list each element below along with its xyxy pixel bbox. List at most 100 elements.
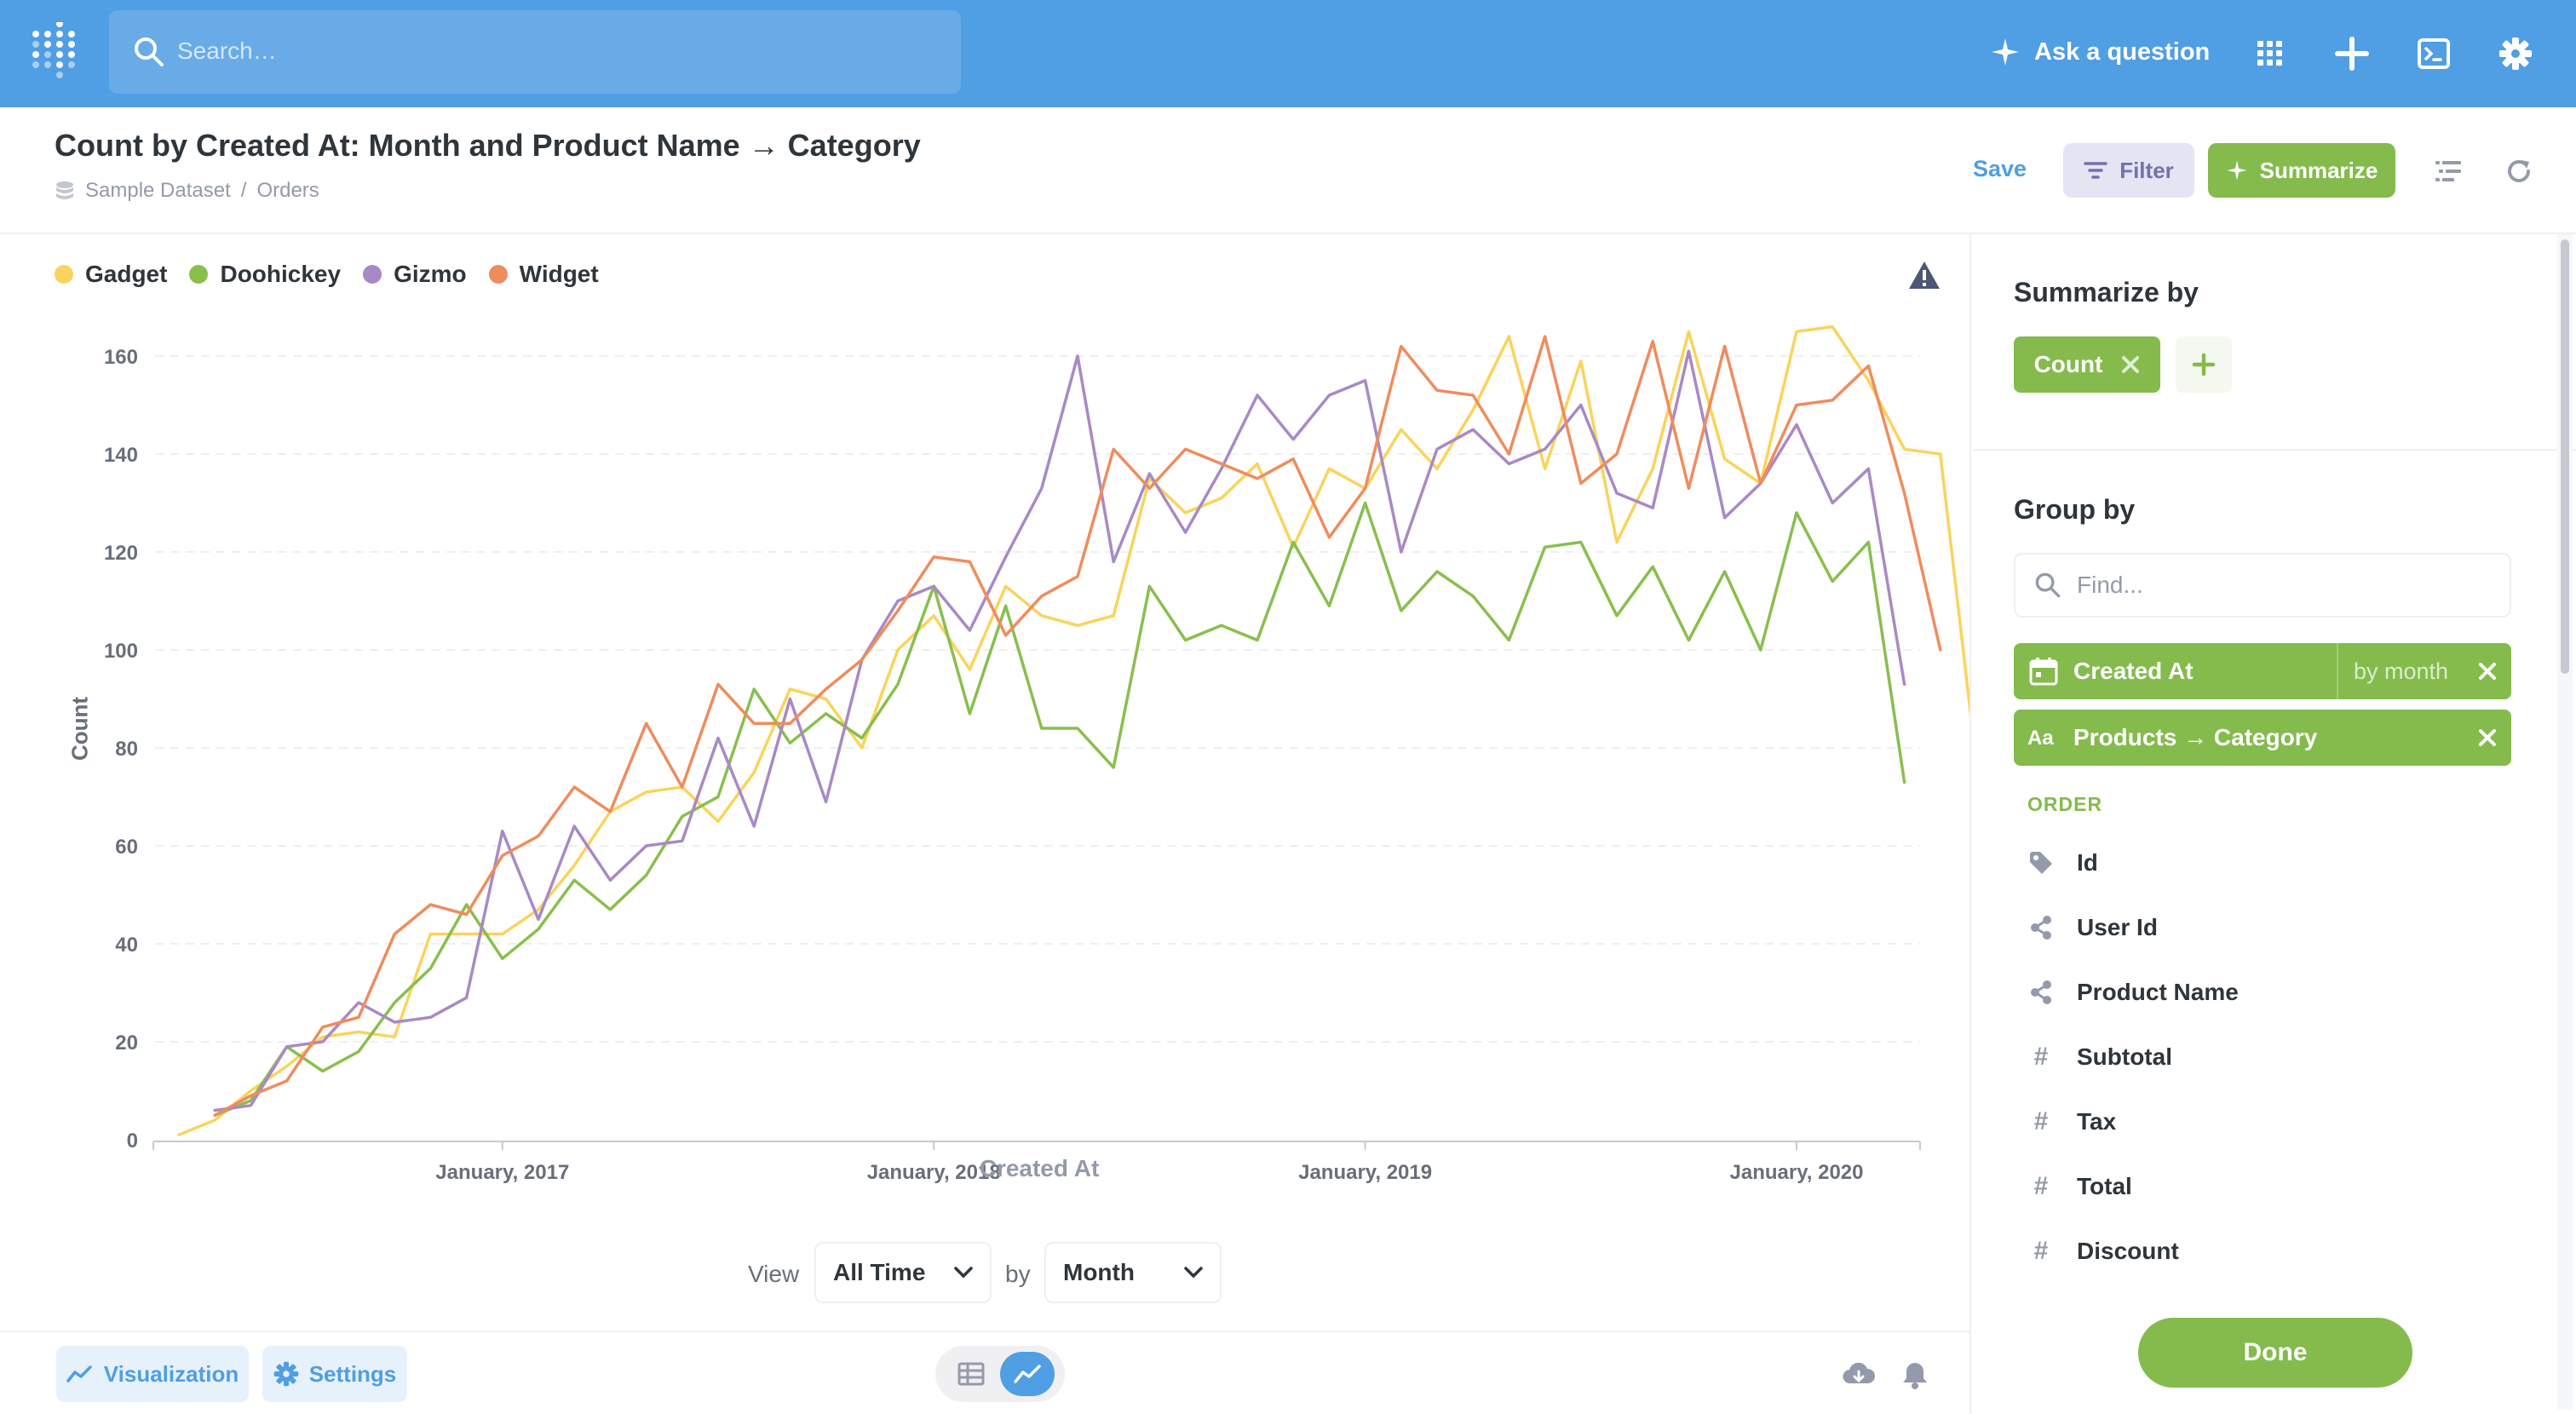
breadcrumb-table[interactable]: Orders [256,179,319,202]
svg-text:Aa: Aa [2027,727,2054,750]
table-section-label: ORDER [2027,793,2103,815]
x-tick-label: January, 2019 [1298,1161,1432,1184]
close-icon[interactable] [2121,355,2140,374]
field-item-discount[interactable]: # Discount [2027,1227,2179,1275]
done-button[interactable]: Done [2138,1318,2412,1388]
line-chart-icon [66,1365,92,1382]
chart-view-button[interactable] [1000,1352,1055,1396]
table-icon [957,1362,985,1386]
refresh-button[interactable] [2501,153,2537,189]
x-tick-label: January, 2018 [867,1161,1001,1184]
filter-label: Filter [2119,157,2174,183]
alert-button[interactable] [1896,1356,1934,1394]
text-field-icon: Aa [2014,726,2073,750]
question-title[interactable]: Count by Created At: Month and Product N… [55,128,921,163]
save-button[interactable]: Save [1973,156,2027,181]
notebook-toggle-button[interactable] [2431,153,2467,189]
metric-pill-count[interactable]: Count [2014,336,2160,393]
y-axis-title: Count [66,696,93,762]
field-label: Tax [2077,1108,2117,1135]
number-icon: # [2033,1043,2049,1071]
line-chart: 0 20 40 60 80 100 120 140 160 January, 2017 Januar… [104,325,1969,1184]
grouping-pill-category[interactable]: Aa Products → Category [2014,710,2511,766]
sidebar-scrollbar[interactable] [2557,234,2573,1410]
cloud-download-icon [1843,1362,1876,1384]
summarize-sidebar: Summarize by Count Group by Find... Crea… [1969,234,2576,1414]
settings-button[interactable] [2493,31,2539,77]
y-tick-label: 80 [115,738,138,761]
sidebar-divider [1973,449,2576,451]
legend-dot [189,265,209,284]
close-icon[interactable] [2464,662,2511,681]
metabase-logo-icon[interactable] [31,20,78,78]
warning-triangle-icon[interactable] [1908,261,1941,294]
plus-icon [2335,37,2369,71]
series-line-widget [213,335,1942,1118]
search-icon [2035,572,2061,598]
group-by-heading: Group by [2014,494,2136,525]
x-axis-title: Created At [979,1155,1100,1181]
tag-icon [2027,850,2055,876]
field-item-product-name[interactable]: Product Name [2027,969,2239,1016]
grouping-label: Created At [2073,658,2194,684]
series-line-gizmo [213,349,1906,1112]
download-button[interactable] [1840,1356,1877,1394]
field-item-tax[interactable]: # Tax [2027,1098,2117,1146]
y-tick-label: 100 [104,640,138,663]
field-label: Total [2077,1173,2132,1199]
new-button[interactable] [2329,31,2375,77]
filter-button[interactable]: Filter [2063,143,2194,198]
legend-item-gizmo[interactable]: Gizmo [363,261,467,288]
y-tick-label: 40 [115,934,138,957]
granularity-select[interactable]: Month [1044,1242,1222,1303]
filter-icon [2084,162,2107,179]
legend-label: Gadget [85,261,168,287]
breadcrumb-database[interactable]: Sample Dataset [85,179,231,202]
breadcrumb-separator: / [240,179,247,202]
field-item-user-id[interactable]: User Id [2027,904,2158,951]
field-item-total[interactable]: # Total [2027,1163,2132,1210]
sql-editor-button[interactable] [2411,31,2457,77]
plus-icon [2192,353,2216,376]
terminal-icon [2418,38,2450,69]
chevron-down-icon [954,1267,973,1279]
legend-dot [488,265,508,284]
search-bar[interactable]: Search… [109,10,961,94]
y-tick-label: 0 [127,1129,138,1152]
add-metric-button[interactable] [2176,336,2232,393]
number-icon: # [2033,1237,2049,1265]
settings-chart-button[interactable]: Settings [262,1346,407,1402]
time-range-select[interactable]: All Time [814,1242,992,1303]
summarize-by-heading: Summarize by [2014,277,2199,308]
browse-data-button[interactable] [2247,31,2293,77]
legend-item-doohickey[interactable]: Doohickey [189,261,341,288]
refresh-icon [2508,160,2530,182]
top-navigation-bar: Search… Ask a question [0,0,2576,107]
field-item-subtotal[interactable]: # Subtotal [2027,1033,2172,1081]
summarize-button[interactable]: Summarize [2208,143,2395,198]
grouping-pill-created-at[interactable]: Created At by month [2014,643,2511,699]
legend-label: Gizmo [394,261,467,287]
close-icon[interactable] [2464,728,2511,747]
view-label: View [748,1261,800,1287]
ask-a-question-button[interactable]: Ask a question [1990,31,2210,73]
number-icon: # [2033,1172,2049,1200]
scrollbar-thumb[interactable] [2561,239,2569,674]
field-item-id[interactable]: Id [2027,839,2098,887]
grid-icon [2257,41,2282,66]
legend-item-widget[interactable]: Widget [488,261,599,288]
find-field-input[interactable]: Find... [2014,553,2511,618]
list-icon [2435,161,2461,181]
breadcrumb: Sample Dataset / Orders [55,179,319,203]
visualization-button[interactable]: Visualization [56,1346,249,1402]
chart-legend: Gadget Doohickey Gizmo Widget [55,261,599,288]
calendar-icon [2014,657,2073,686]
temporal-bin-selector[interactable]: by month [2336,643,2464,699]
legend-item-gadget[interactable]: Gadget [55,261,167,288]
grouping-label: Products → Category [2073,724,2318,750]
legend-label: Doohickey [220,261,342,287]
table-view-button[interactable] [944,1352,998,1396]
database-icon [56,181,73,199]
series-line-doohickey [213,501,1906,1118]
metric-label: Count [2033,351,2103,377]
